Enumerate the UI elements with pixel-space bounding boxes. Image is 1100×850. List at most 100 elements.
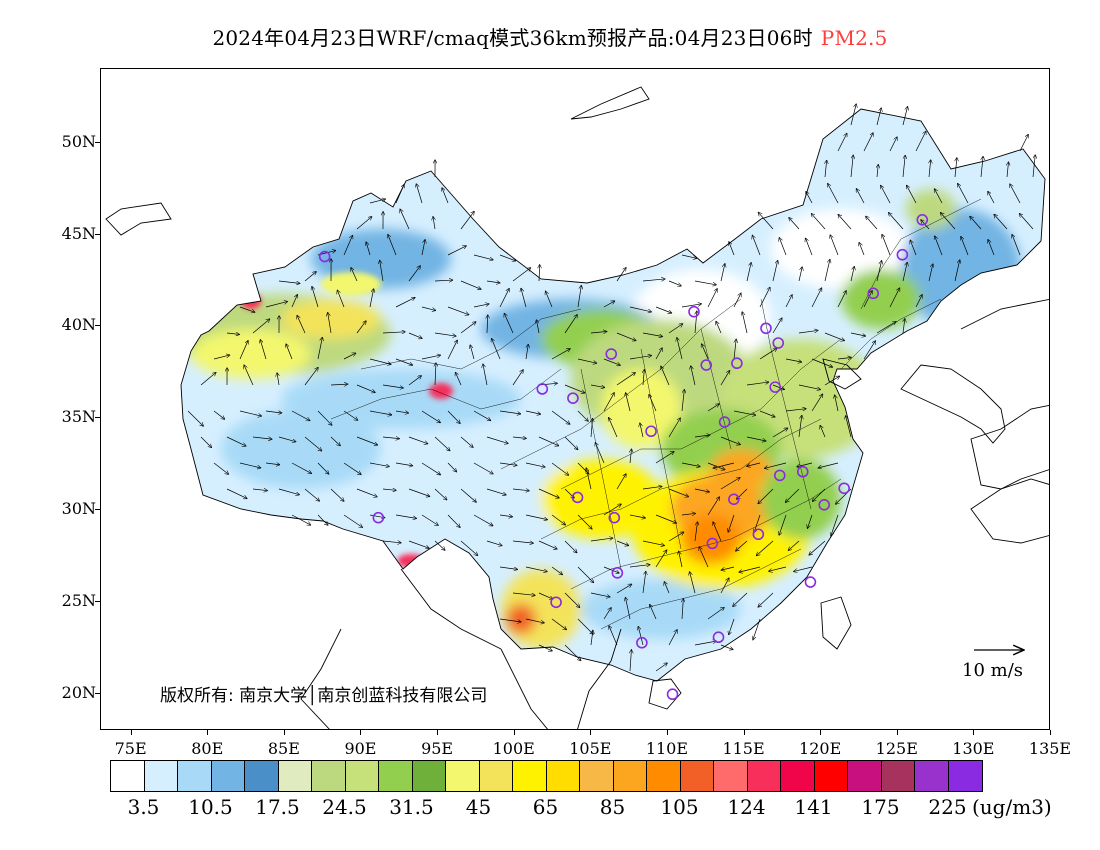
wind-vector	[521, 288, 527, 308]
wind-vector	[447, 306, 469, 315]
wind-vector	[447, 246, 466, 256]
wind-vector	[970, 217, 982, 230]
wind-vector	[538, 540, 557, 549]
wind-vector	[551, 410, 570, 424]
wind-vector	[499, 566, 517, 569]
wind-vector	[681, 462, 700, 467]
colorbar-tick-label: 85	[599, 795, 626, 819]
wind-vector	[408, 488, 430, 496]
wind-vector	[649, 395, 657, 412]
wind-vector	[681, 390, 684, 412]
wind-vector	[850, 104, 856, 126]
wind-vector	[915, 131, 926, 152]
longitude-tick-label: 80E	[191, 739, 224, 758]
wind-vector	[981, 157, 983, 178]
wind-vector	[538, 592, 553, 599]
wind-vector	[551, 566, 562, 575]
wind-vector	[824, 376, 839, 386]
colorbar-swatch	[513, 761, 547, 791]
wind-vector	[369, 514, 385, 518]
longitude-tick-label: 120E	[799, 739, 842, 758]
wind-vector	[616, 584, 631, 594]
wind-vector	[824, 332, 844, 341]
longitude-tick	[743, 730, 745, 735]
colorbar-tick-label: 124	[727, 795, 766, 819]
colorbar-tick-label: 3.5	[127, 795, 160, 819]
wind-vector	[772, 261, 778, 282]
wind-reference-label: 10 m/s	[962, 660, 1023, 681]
wind-vector	[638, 627, 644, 646]
wind-vector	[863, 291, 872, 308]
wind-vector	[330, 384, 348, 385]
wind-vector	[720, 264, 725, 282]
wind-vector	[499, 410, 520, 414]
wind-vector	[954, 260, 960, 282]
wind-vector	[626, 393, 631, 412]
wind-vector	[499, 462, 517, 465]
colorbar-swatch	[680, 761, 714, 791]
wind-vector	[759, 287, 770, 308]
city-station-markers	[318, 213, 929, 701]
wind-vector	[590, 538, 613, 542]
wind-vector	[850, 267, 854, 282]
wind-vector	[200, 373, 216, 386]
wind-vector	[863, 341, 875, 360]
city-station-marker	[838, 482, 850, 495]
wind-vector	[343, 236, 353, 256]
wind-vector	[746, 382, 769, 386]
city-station-marker	[867, 287, 880, 300]
wind-vector	[590, 384, 604, 387]
colorbar-unit: (ug/m3)	[972, 795, 1052, 819]
copyright-notice: 版权所有: 南京大学│南京创蓝科技有限公司	[160, 686, 488, 706]
wind-vector	[434, 436, 450, 451]
wind-vector	[785, 358, 801, 362]
latitude-tick	[95, 233, 100, 235]
colorbar-tick-label: 10.5	[188, 795, 233, 819]
colorbar-swatch	[546, 761, 580, 791]
wind-vector	[720, 578, 729, 594]
wind-vector	[808, 514, 813, 528]
latitude-tick	[95, 325, 100, 327]
wind-vector	[244, 365, 254, 386]
wind-vector	[400, 209, 410, 230]
wind-vector	[866, 216, 878, 230]
wind-vector	[609, 626, 618, 646]
wind-vector	[512, 268, 530, 282]
wind-vector	[595, 443, 605, 464]
wind-vector	[421, 355, 440, 360]
wind-vector	[525, 410, 540, 414]
wind-vector	[395, 358, 412, 365]
wind-vector	[642, 572, 646, 594]
wind-vector	[707, 404, 719, 412]
wind-vector	[642, 279, 665, 281]
wind-vector	[679, 551, 683, 568]
wind-vector	[512, 592, 535, 595]
wind-vector	[304, 436, 322, 451]
colorbar-swatch	[647, 761, 681, 791]
wind-vector	[754, 514, 761, 532]
wind-vector	[769, 566, 787, 571]
longitude-tick-label: 105E	[569, 739, 612, 758]
longitude-tick	[283, 730, 285, 735]
wind-vector	[720, 371, 730, 386]
wind-vector	[707, 497, 719, 516]
wind-vector	[473, 304, 489, 308]
concentration-field	[181, 109, 1045, 681]
wind-vector	[395, 298, 415, 308]
wind-vector	[798, 330, 818, 334]
wind-vector	[798, 384, 820, 389]
wind-vector	[330, 436, 340, 446]
city-station-marker	[666, 688, 679, 701]
wind-vector	[486, 488, 506, 495]
wind-vector	[226, 436, 246, 446]
wind-vector	[859, 243, 865, 256]
wind-vector	[929, 160, 931, 178]
wind-vector	[820, 426, 826, 438]
wind-vector	[564, 384, 585, 393]
wind-vector	[907, 185, 917, 204]
wind-vector	[661, 366, 670, 386]
wind-vector	[759, 410, 775, 417]
wind-vector	[835, 395, 839, 412]
wind-vector	[630, 449, 631, 464]
wind-vector	[691, 366, 696, 386]
